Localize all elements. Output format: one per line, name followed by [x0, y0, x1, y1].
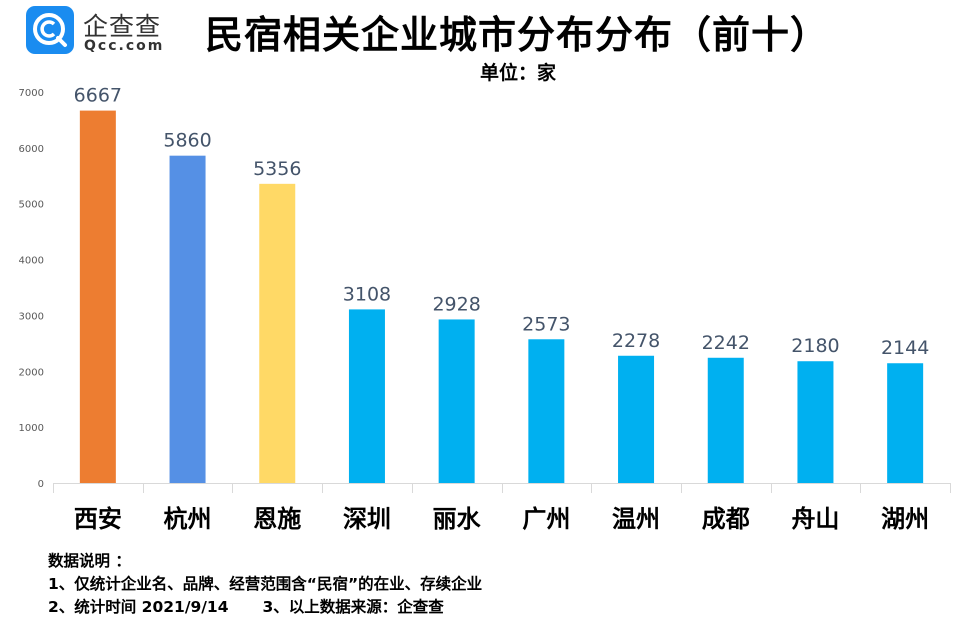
y-tick-label: 6000 [19, 144, 44, 155]
x-tick-label: 杭州 [164, 505, 212, 533]
bar [348, 309, 385, 483]
data-label: 2573 [522, 313, 570, 335]
x-tick-label: 湖州 [881, 505, 929, 533]
bar [887, 363, 924, 483]
x-tick-label: 成都 [702, 505, 750, 533]
y-tick-label: 1000 [19, 423, 44, 434]
bar [438, 319, 475, 483]
bar-chart: 0 1000 2000 3000 4000 5000 6000 7000 6667 西安 5860 杭… [19, 85, 951, 533]
data-label: 3108 [343, 283, 391, 305]
logo-domain: Qcc.com [84, 38, 165, 54]
y-tick-label: 2000 [19, 367, 44, 378]
data-label: 5860 [163, 130, 211, 152]
bar [528, 339, 565, 483]
y-tick-label: 5000 [19, 200, 44, 211]
x-tick-label: 丽水 [433, 505, 482, 533]
x-tick-label: 舟山 [791, 505, 839, 533]
bar [618, 355, 655, 483]
chart-unit: 单位：家 [480, 62, 557, 84]
chart-title: 民宿相关企业城市分布分布（前十） [205, 13, 830, 57]
x-tick-label: 恩施 [253, 505, 301, 533]
bar [169, 155, 206, 484]
data-label: 2278 [612, 330, 660, 352]
x-tick-label: 深圳 [343, 505, 391, 533]
logo-name: 企查查 [83, 12, 162, 41]
y-tick-label: 3000 [19, 311, 44, 322]
bar [797, 361, 834, 483]
notes-line-1: 1、仅统计企业名、品牌、经营范围含“民宿”的在业、存续企业 [48, 575, 483, 593]
data-label: 2180 [791, 335, 839, 357]
data-notes: 数据说明 ： 1、仅统计企业名、品牌、经营范围含“民宿”的在业、存续企业 2、统… [48, 550, 482, 619]
data-label: 2144 [881, 337, 929, 359]
data-label: 2242 [702, 332, 750, 354]
y-tick-label: 7000 [19, 88, 44, 99]
y-tick-label: 4000 [19, 256, 44, 267]
notes-source: 3、以上数据来源：企查查 [262, 598, 444, 616]
bar [707, 357, 744, 483]
data-label: 2928 [432, 293, 480, 315]
data-label: 5356 [253, 158, 301, 180]
x-tick-label: 西安 [74, 505, 122, 533]
bar [79, 110, 116, 483]
bar [259, 183, 296, 483]
notes-heading: 数据说明 ： [48, 552, 131, 570]
data-label: 6667 [74, 85, 122, 107]
y-tick-label: 0 [38, 479, 44, 490]
x-tick-label: 温州 [612, 505, 660, 533]
qcc-logo: 企查查 Qcc.com [26, 6, 176, 54]
notes-date: 2、统计时间 2021/9/14 [48, 598, 229, 616]
notes-line-2: 2、统计时间 2021/9/14 3、以上数据来源：企查查 [48, 596, 482, 619]
x-tick-label: 广州 [522, 505, 570, 533]
qcc-logo-icon [26, 6, 74, 54]
